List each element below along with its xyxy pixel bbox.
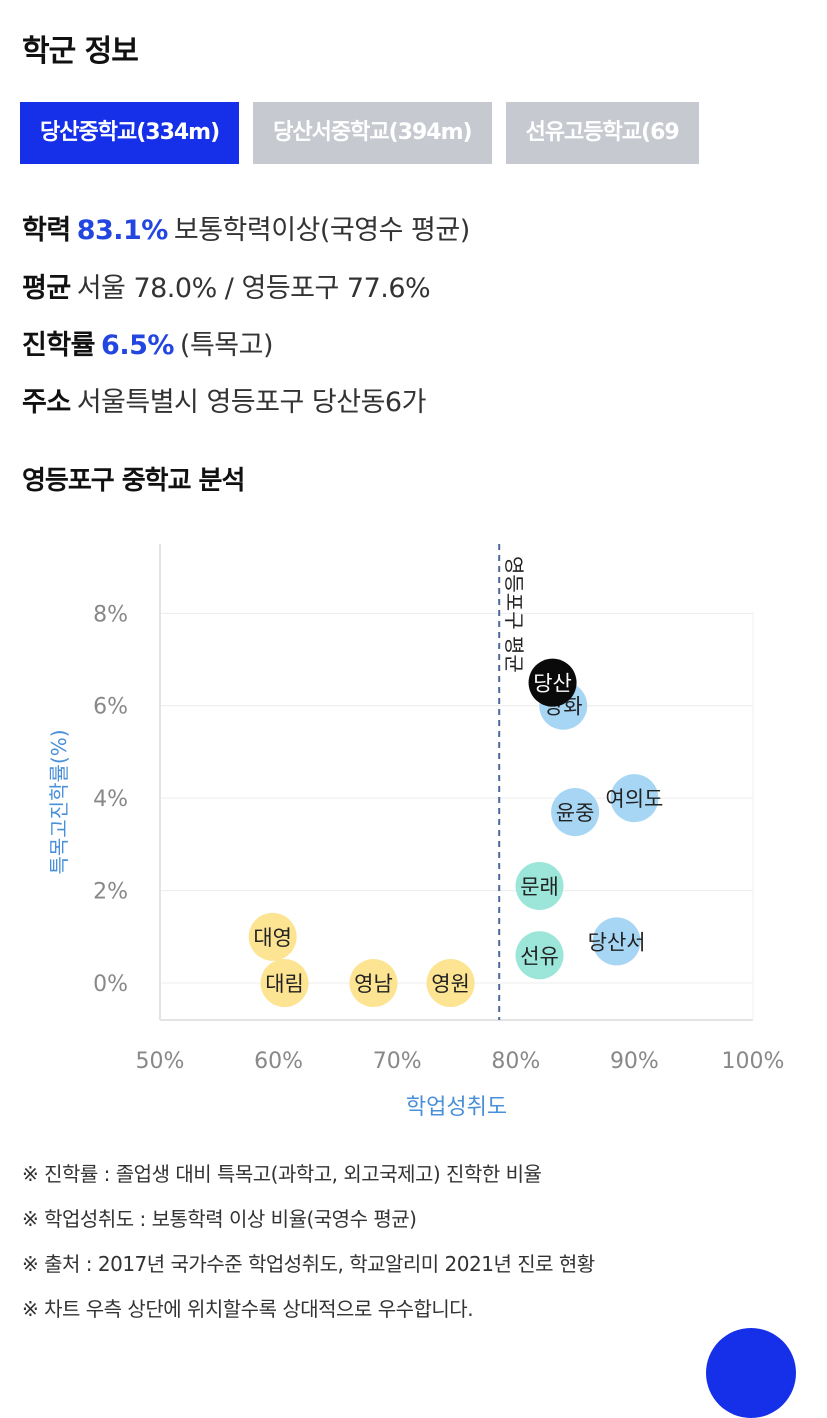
data-point-label: 여의도 [605,787,663,811]
data-point [260,959,309,1008]
note-admission-rate: ※ 진학률 : 졸업생 대비 특목고(과학고, 외고국제고) 진학한 비율 [22,1162,542,1186]
y-tick-label: 8% [93,602,128,627]
x-tick-label: 50% [136,1049,185,1074]
data-point-label: 대림 [265,972,304,996]
y-tick-label: 0% [93,972,128,997]
achievement-text: 보통학력이상(국영수 평균) [173,215,470,246]
average-text: 서울 78.0% / 영등포구 77.6% [76,273,431,304]
data-point-label: 윤중 [556,801,595,825]
x-tick-label: 80% [491,1049,540,1074]
y-axis-label: 특목고진학률(%) [47,729,71,874]
data-point [515,861,564,910]
x-axis-label: 학업성취도 [406,1095,507,1120]
average-row: 평균 서울 78.0% / 영등포구 77.6% [22,266,432,305]
admission-value: 6.5% [101,330,174,361]
address-label: 주소 [22,387,71,418]
note-source: ※ 출처 : 2017년 국가수준 학업성취도, 학교알리미 2021년 진로 … [22,1252,595,1276]
y-tick-label: 4% [93,787,128,812]
data-point-label: 당산서 [588,930,646,954]
admission-text: (특목고) [179,330,274,361]
data-point-label: 선유 [520,944,559,968]
admission-row: 진학률 6.5% (특목고) [22,323,275,362]
tab-school-1[interactable]: 당산서중학교(394m) [253,102,492,164]
data-point-label: 문래 [520,875,559,899]
data-point [551,788,600,837]
x-tick-label: 90% [610,1049,659,1074]
data-point [610,774,659,823]
achievement-label: 학력 [22,215,71,246]
data-point [426,959,475,1008]
y-tick-label: 6% [93,695,128,720]
data-point-label: 영남 [354,972,393,996]
admission-label: 진학률 [22,330,96,361]
data-point [248,912,297,961]
note-position-hint: ※ 차트 우측 상단에 위치할수록 상대적으로 우수합니다. [22,1297,474,1321]
note-achievement: ※ 학업성취도 : 보통학력 이상 비율(국영수 평균) [22,1207,417,1231]
x-tick-label: 60% [254,1049,303,1074]
tab-school-2[interactable]: 선유고등학교(69 [505,102,699,164]
data-point [515,931,564,980]
data-point [592,917,641,966]
x-tick-label: 100% [722,1049,785,1074]
data-point [349,959,398,1008]
floating-action-button[interactable] [706,1328,796,1418]
address-row: 주소 서울특별시 영등포구 당산동6가 [22,380,428,419]
address-text: 서울특별시 영등포구 당산동6가 [76,387,427,418]
school-tabs: 당산중학교(334m) 당산서중학교(394m) 선유고등학교(69 [20,102,792,164]
data-point-label: 당산 [533,672,572,696]
data-point [528,658,577,707]
achievement-row: 학력 83.1% 보통학력이상(국영수 평균) [22,208,472,247]
achievement-value: 83.1% [76,215,169,246]
reference-line-label: 영등포구 평균 [502,556,526,673]
scatter-chart: 0% 2% 4% 6% 8% 50% 60% 70% 80% 90% 100% 학업성취도 특목고진학률… [47,544,785,1120]
y-tick-label: 2% [93,880,128,905]
data-point-label: 영원 [431,972,470,996]
tab-school-0[interactable]: 당산중학교(334m) [20,102,240,164]
average-label: 평균 [22,273,71,304]
x-tick-label: 70% [373,1049,422,1074]
analysis-title: 영등포구 중학교 분석 [22,466,245,496]
data-point-label: 대영 [253,926,292,950]
section-title: 학군 정보 [22,34,139,69]
